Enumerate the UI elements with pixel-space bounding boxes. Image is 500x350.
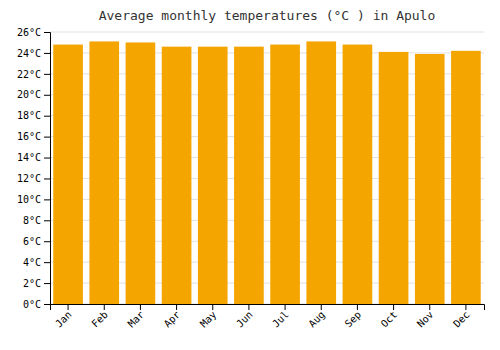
x-tick-mark: [285, 304, 286, 310]
y-tick: 10°C: [17, 194, 50, 205]
y-tick-label: 18°C: [17, 110, 41, 121]
y-tick: 2°C: [23, 278, 50, 289]
chart: 0°C 2°C 4°C 6°C 8°C 10°C 12°C 14°C 16°C 18°C 20°C 2…: [0, 0, 500, 350]
bar: [234, 47, 264, 304]
x-tick: Mar: [126, 304, 147, 330]
y-tick-mark: [44, 116, 50, 117]
title: Average monthly temperatures (°C ) in Ap…: [99, 8, 436, 23]
y-tick: 20°C: [17, 89, 50, 100]
y-tick: 26°C: [17, 27, 50, 38]
x-tick-label: Oct: [379, 309, 400, 330]
x-tick: Aug: [306, 304, 327, 330]
x-tick-mark: [248, 304, 249, 310]
bar: [451, 51, 481, 304]
y-tick-mark: [44, 199, 50, 200]
x-tick-label: Jan: [53, 309, 74, 330]
y-tick-label: 24°C: [17, 48, 41, 59]
x-tick-mark: [393, 304, 394, 310]
y-tick-label: 2°C: [23, 278, 41, 289]
bar: [53, 45, 83, 304]
x-tick-mark: [212, 304, 213, 310]
y-tick-mark: [44, 32, 50, 33]
bar: [126, 42, 156, 304]
bar: [379, 52, 409, 304]
x-tick-mark: [104, 304, 105, 310]
y-axis-line: [44, 33, 51, 305]
x-tick-label: Nov: [415, 309, 436, 330]
y-tick-label: 14°C: [17, 152, 41, 163]
x-tick-mark: [68, 304, 69, 310]
y-tick: 12°C: [17, 173, 50, 184]
bar: [306, 41, 336, 304]
grid: [50, 32, 484, 304]
x-axis-line: [51, 305, 485, 311]
y-tick-label: 6°C: [23, 236, 41, 247]
y-tick-label: 10°C: [17, 194, 41, 205]
y-tick-label: 20°C: [17, 89, 41, 100]
x-tick-mark: [176, 304, 177, 310]
y-tick-mark: [44, 137, 50, 138]
x-tick: Feb: [89, 304, 110, 330]
x-tick: Jan: [53, 304, 74, 330]
x-tick-label: Feb: [89, 309, 110, 330]
y-tick: 14°C: [17, 152, 50, 163]
x-tick-mark: [321, 304, 322, 310]
x-tick: Sep: [343, 304, 364, 330]
x-tick-mark: [465, 304, 466, 310]
x-tick-label: Jun: [234, 309, 255, 330]
x-tick: Jul: [270, 304, 291, 330]
x-tick-label: Aug: [306, 309, 327, 330]
x-axis: Jan Feb Mar Apr May Jun Jul Aug Sep Oct Nov Dec: [51, 304, 485, 330]
y-tick-label: 26°C: [17, 27, 41, 38]
bar: [270, 45, 300, 304]
y-tick: 6°C: [23, 236, 50, 247]
x-tick-label: Jul: [270, 309, 291, 330]
y-tick-mark: [44, 95, 50, 96]
x-tick-label: Apr: [162, 309, 183, 330]
y-tick-label: 12°C: [17, 173, 41, 184]
y-tick-label: 22°C: [17, 69, 41, 80]
bar: [162, 47, 192, 304]
y-tick-mark: [44, 74, 50, 75]
y-tick-mark: [44, 178, 50, 179]
y-tick-mark: [44, 158, 50, 159]
x-tick: Oct: [379, 304, 400, 330]
x-tick: Nov: [415, 304, 436, 330]
x-tick-mark: [140, 304, 141, 310]
x-tick-label: Mar: [126, 309, 147, 330]
bars: [53, 41, 480, 304]
y-tick: 24°C: [17, 48, 50, 59]
bar: [89, 41, 119, 304]
x-tick-label: Dec: [451, 309, 472, 330]
x-tick: Jun: [234, 304, 255, 330]
y-tick: 0°C: [23, 299, 50, 310]
y-tick: 22°C: [17, 69, 50, 80]
y-tick: 4°C: [23, 257, 50, 268]
y-tick: 8°C: [23, 215, 50, 226]
y-tick-label: 8°C: [23, 215, 41, 226]
x-tick-label: May: [198, 309, 219, 330]
y-tick-label: 4°C: [23, 257, 41, 268]
y-tick-label: 0°C: [23, 299, 41, 310]
y-tick: 16°C: [17, 131, 50, 142]
y-tick-mark: [44, 241, 50, 242]
grid-line: [50, 32, 484, 33]
x-tick: Apr: [162, 304, 183, 330]
bar: [198, 47, 228, 304]
bar: [415, 54, 445, 304]
y-tick-mark: [44, 220, 50, 221]
y-tick-mark: [44, 53, 50, 54]
bar: [343, 45, 373, 304]
x-tick-mark: [429, 304, 430, 310]
x-tick: May: [198, 304, 219, 330]
y-tick: 18°C: [17, 110, 50, 121]
x-tick: Dec: [451, 304, 472, 330]
y-tick-label: 16°C: [17, 131, 41, 142]
y-axis: 0°C 2°C 4°C 6°C 8°C 10°C 12°C 14°C 16°C 18°C 20°C 2…: [17, 27, 51, 310]
x-tick-label: Sep: [343, 309, 364, 330]
y-tick-mark: [44, 262, 50, 263]
y-tick-mark: [44, 304, 50, 305]
y-tick-mark: [44, 283, 50, 284]
x-tick-mark: [357, 304, 358, 310]
